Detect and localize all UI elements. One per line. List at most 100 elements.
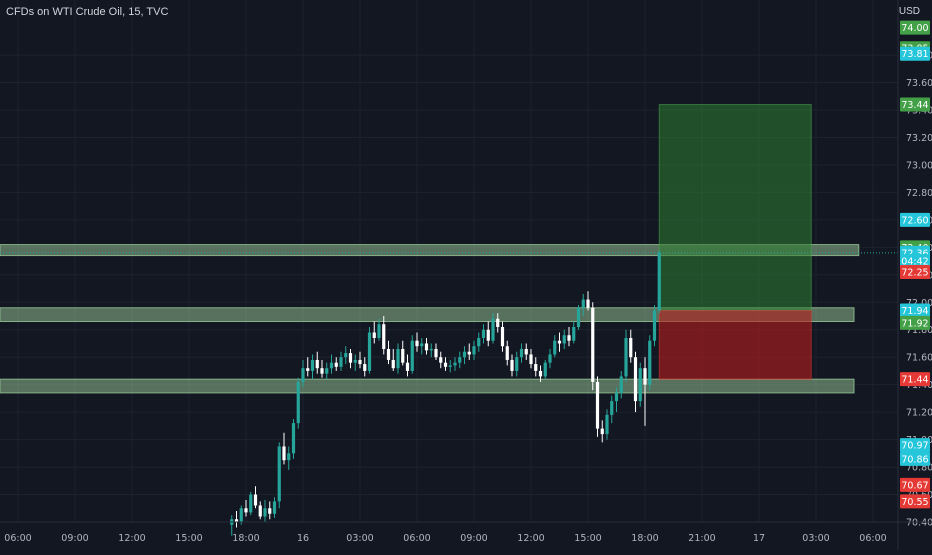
candle-body bbox=[306, 368, 310, 371]
candle-body bbox=[301, 368, 305, 382]
candle-body bbox=[652, 310, 657, 341]
candle-body bbox=[315, 359, 319, 369]
candle-body bbox=[648, 340, 652, 385]
candle-body bbox=[329, 362, 334, 369]
candle-body bbox=[515, 357, 519, 371]
candle-body bbox=[234, 519, 239, 522]
target-zone bbox=[658, 104, 812, 312]
price-label-tag bbox=[900, 315, 930, 330]
candle-body bbox=[405, 362, 410, 371]
candle-body bbox=[348, 353, 353, 363]
y-tick-label: 71.20 bbox=[906, 408, 932, 419]
candle-body bbox=[619, 376, 623, 393]
candle-body bbox=[472, 346, 476, 355]
price-label-text: 74.00 bbox=[901, 23, 928, 34]
y-tick-label: 71.60 bbox=[906, 353, 932, 364]
candle-body bbox=[448, 365, 452, 367]
candle-body bbox=[576, 307, 581, 327]
resistance-zone-middle bbox=[0, 307, 855, 322]
x-tick-label: 18:00 bbox=[232, 533, 259, 544]
price-label-text: 73.44 bbox=[901, 100, 928, 111]
candle-body bbox=[344, 353, 348, 358]
candle-body bbox=[249, 494, 253, 513]
candle-body bbox=[358, 359, 362, 365]
x-tick-label: 06:00 bbox=[859, 533, 886, 544]
candle-body bbox=[434, 348, 438, 358]
price-label-text: 73.81 bbox=[901, 49, 928, 60]
candle-body bbox=[277, 446, 281, 502]
candle-body bbox=[543, 362, 547, 377]
x-tick-label: 09:00 bbox=[460, 533, 487, 544]
candle-body bbox=[477, 337, 481, 347]
candle-body bbox=[377, 324, 381, 338]
x-tick-label: 03:00 bbox=[802, 533, 829, 544]
candle-body bbox=[572, 326, 576, 341]
candle-body bbox=[263, 508, 267, 517]
candle-body bbox=[557, 340, 562, 344]
candle-body bbox=[462, 351, 467, 358]
candle-body bbox=[562, 335, 566, 344]
candle-body bbox=[386, 348, 391, 360]
price-label-tag bbox=[900, 97, 930, 112]
candle-body bbox=[372, 332, 376, 338]
x-tick-label: 16 bbox=[297, 533, 309, 544]
candle-body bbox=[415, 340, 419, 347]
candle-body bbox=[429, 348, 433, 351]
candle-body bbox=[424, 343, 429, 351]
candle-body bbox=[610, 401, 614, 415]
price-label-text: 71.94 bbox=[901, 306, 928, 317]
candle-body bbox=[633, 357, 638, 402]
price-label-tag bbox=[900, 477, 930, 492]
x-tick-label: 15:00 bbox=[175, 533, 202, 544]
resistance-zone-upper bbox=[0, 244, 860, 257]
x-tick-label: 12:00 bbox=[517, 533, 544, 544]
y-tick-label: 73.20 bbox=[906, 133, 932, 144]
price-label-text: 70.67 bbox=[901, 480, 928, 491]
currency-label: USD bbox=[898, 6, 920, 17]
price-label-tag bbox=[900, 254, 930, 269]
candle-body bbox=[353, 359, 357, 363]
price-label-tag bbox=[900, 451, 930, 466]
candle-body bbox=[239, 508, 243, 522]
y-tick-label: 70.80 bbox=[906, 463, 932, 474]
candle-body bbox=[534, 364, 538, 371]
price-label-tag bbox=[900, 46, 930, 61]
candle-body bbox=[310, 359, 315, 371]
candle-body bbox=[396, 348, 400, 369]
candle-body bbox=[334, 362, 338, 367]
price-label-text: 72.36 bbox=[901, 248, 928, 259]
price-label-tag bbox=[900, 20, 930, 35]
candle-body bbox=[391, 359, 395, 369]
candle-body bbox=[605, 414, 609, 435]
zones bbox=[0, 244, 860, 394]
price-label-text: 70.97 bbox=[901, 441, 928, 452]
candle-body bbox=[595, 381, 600, 429]
candles bbox=[230, 250, 661, 536]
candle-body bbox=[657, 252, 661, 311]
stop-zone bbox=[658, 310, 812, 380]
x-tick-label: 06:00 bbox=[4, 533, 31, 544]
x-tick-label: 15:00 bbox=[574, 533, 601, 544]
long-position-tool[interactable] bbox=[0, 104, 898, 380]
price-label-tag bbox=[900, 372, 930, 387]
candle-body bbox=[624, 337, 628, 377]
y-tick-label: 72.80 bbox=[906, 188, 932, 199]
price-label-text: 71.92 bbox=[901, 318, 928, 329]
support-zone-lower bbox=[0, 378, 855, 394]
candle-body bbox=[481, 329, 486, 338]
price-label-text: 70.86 bbox=[901, 454, 928, 465]
candle-body bbox=[287, 453, 291, 461]
candle-body bbox=[244, 508, 248, 513]
candle-body bbox=[510, 359, 514, 371]
candle-body bbox=[291, 423, 296, 454]
candle-body bbox=[591, 307, 595, 382]
candle-body bbox=[581, 299, 585, 308]
candle-body bbox=[586, 299, 590, 308]
price-label-text: 04:42 bbox=[901, 257, 928, 268]
candle-body bbox=[420, 343, 424, 347]
price-label-text: 70.55 bbox=[901, 497, 928, 508]
candle-body bbox=[320, 368, 324, 374]
candle-body bbox=[467, 351, 471, 355]
